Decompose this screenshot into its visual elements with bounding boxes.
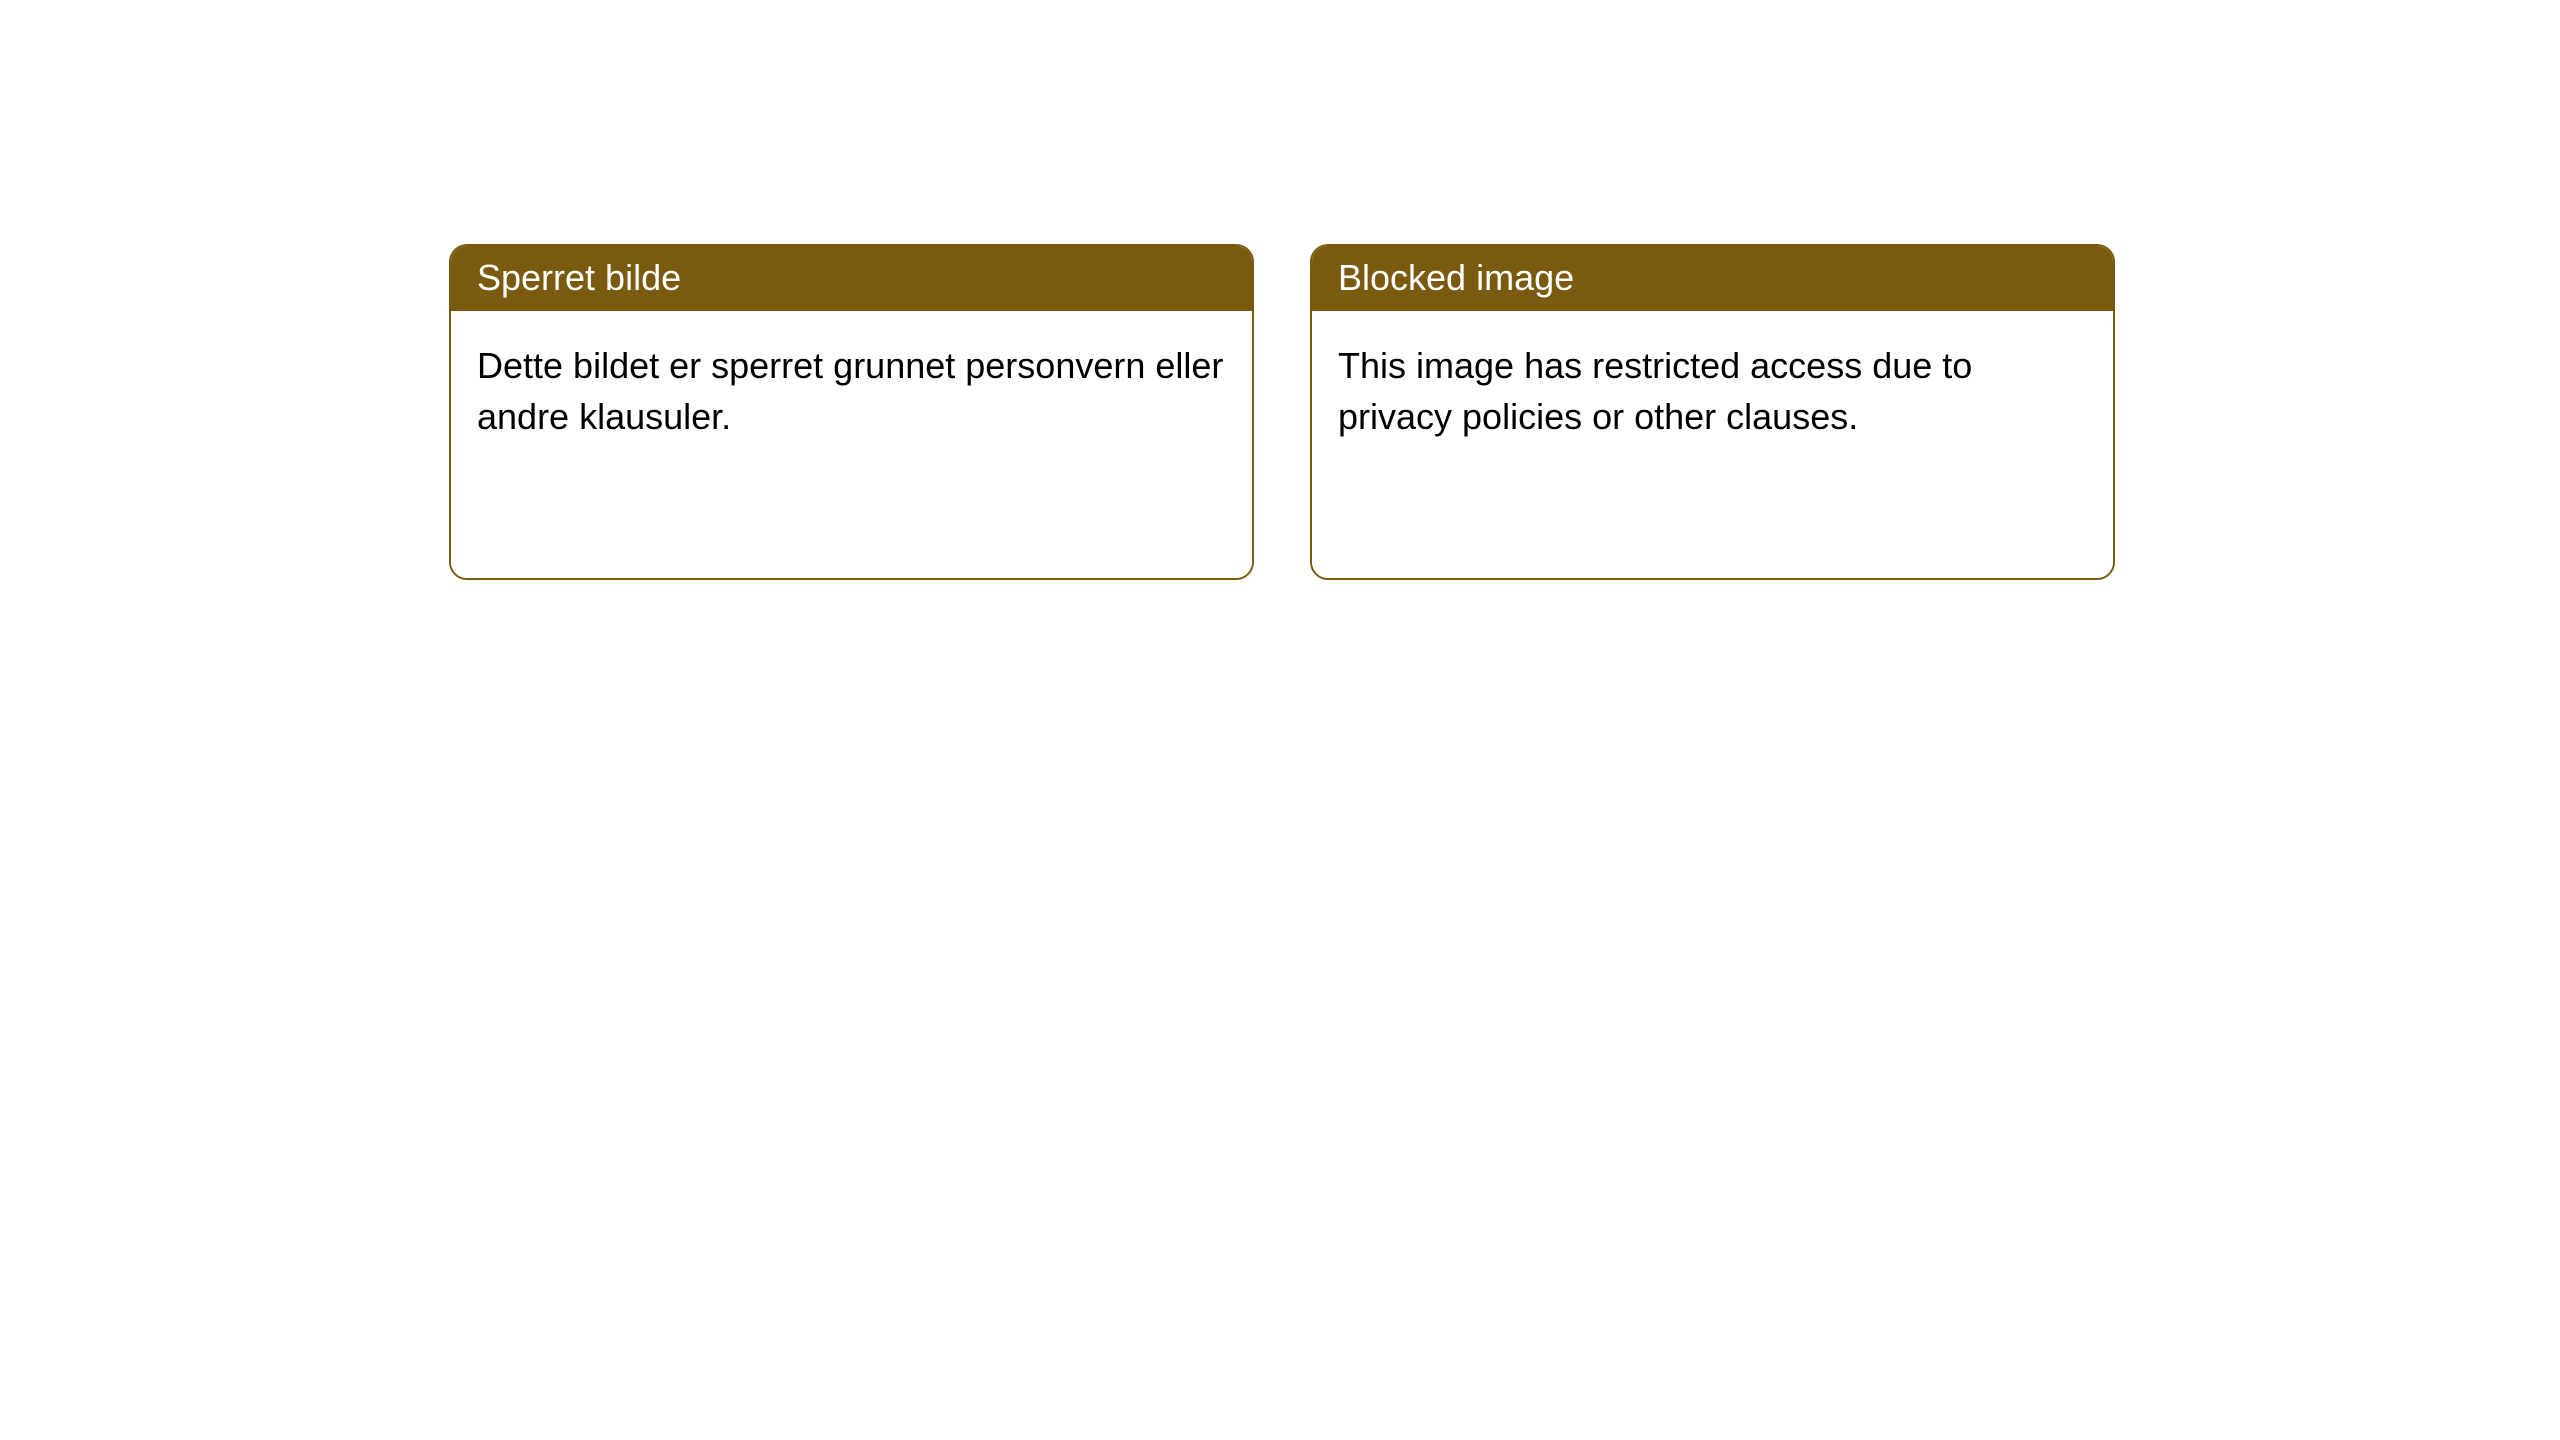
notice-container: Sperret bilde Dette bildet er sperret gr…	[0, 0, 2560, 580]
notice-card-title: Sperret bilde	[451, 246, 1252, 311]
notice-card-no: Sperret bilde Dette bildet er sperret gr…	[449, 244, 1254, 580]
notice-card-en: Blocked image This image has restricted …	[1310, 244, 2115, 580]
notice-card-title: Blocked image	[1312, 246, 2113, 311]
notice-card-body: This image has restricted access due to …	[1312, 311, 2113, 578]
notice-card-body: Dette bildet er sperret grunnet personve…	[451, 311, 1252, 578]
